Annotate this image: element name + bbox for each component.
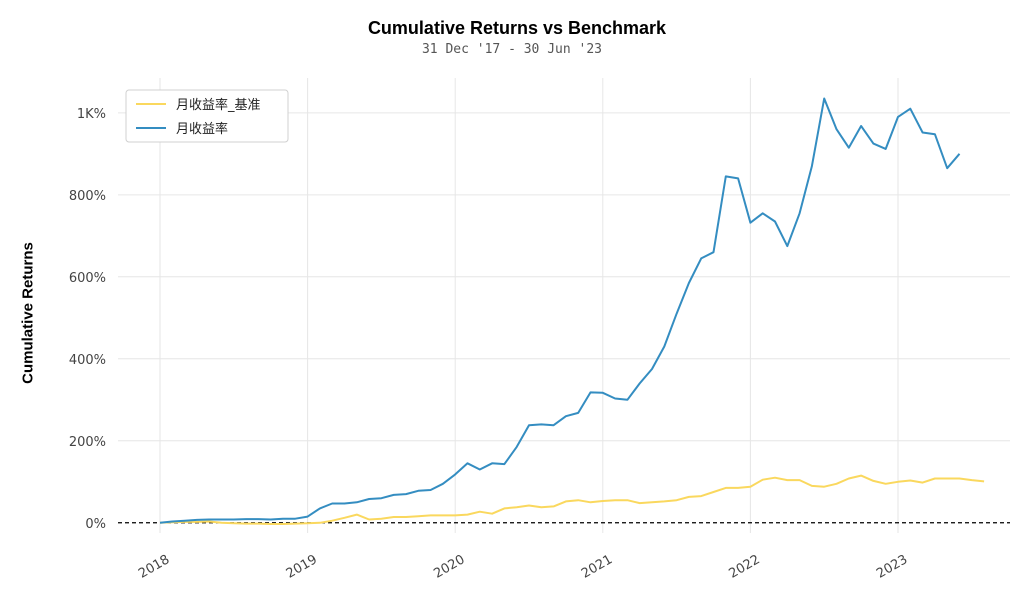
legend-label-2: 月收益率 [176, 121, 228, 137]
x-tick-label: 2018 [136, 552, 172, 582]
x-tick-label: 2020 [431, 552, 467, 582]
x-tick-label: 2021 [579, 552, 615, 582]
x-tick-label: 2022 [727, 552, 763, 582]
x-tick-labels: 2018 2019 2020 2021 2022 2023 [136, 552, 910, 582]
x-tick-label: 2023 [874, 552, 910, 582]
grid-lines [118, 78, 1010, 533]
y-tick-label: 600% [69, 271, 106, 286]
y-tick-labels: 0% 200% 400% 600% 800% 1K% [69, 107, 106, 532]
series-lines [159, 97, 985, 525]
series-line-2 [159, 97, 961, 524]
legend-box [125, 89, 289, 143]
y-tick-label: 1K% [77, 107, 106, 122]
legend-label-1: 月收益率_基准 [176, 97, 261, 113]
y-tick-label: 800% [69, 189, 106, 204]
x-tick-label: 2019 [284, 552, 320, 582]
series-line-1 [159, 474, 985, 525]
chart-title: Cumulative Returns vs Benchmark [367, 18, 667, 38]
y-tick-label: 400% [69, 353, 106, 368]
chart-subtitle: 31 Dec '17 - 30 Jun '23 [421, 42, 602, 57]
y-tick-label: 0% [85, 517, 106, 532]
y-tick-label: 200% [69, 435, 106, 450]
